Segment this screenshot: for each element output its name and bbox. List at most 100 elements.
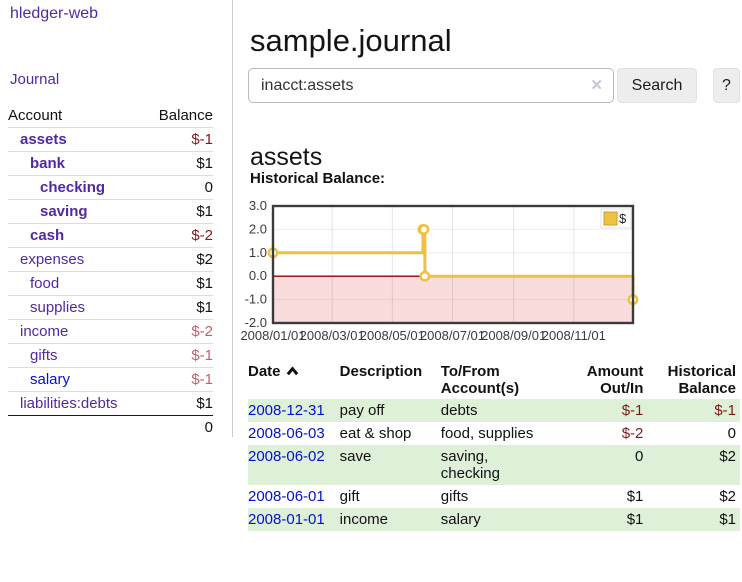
register-header-balance: Historical Balance [667, 363, 736, 397]
register-table: Date Description To/From Account(s) Amou… [248, 361, 740, 531]
transaction-accounts: saving, checking [440, 448, 500, 482]
transaction-accounts: food, supplies [440, 425, 534, 442]
historical-balance-chart: $3.0 2.0 1.0 0.0 -1.0 -2.0 2008/01/01 2008/03/0… [240, 198, 640, 346]
transaction-description: pay off [339, 402, 385, 419]
transaction-date-link[interactable]: 2008-06-02 [248, 448, 325, 465]
account-row: assets $-1 [8, 127, 213, 152]
account-row: bank $1 [8, 151, 213, 176]
accounts-header-account: Account [8, 107, 63, 124]
account-balance: $-2 [145, 223, 213, 248]
search-input[interactable] [248, 68, 614, 103]
account-balance: $-1 [145, 343, 213, 368]
svg-text:3.0: 3.0 [249, 198, 267, 213]
svg-text:0.0: 0.0 [249, 268, 267, 283]
transaction-balance: $2 [719, 448, 736, 465]
account-link-cash[interactable]: cash [30, 227, 65, 244]
account-link-bank[interactable]: bank [30, 155, 66, 172]
svg-text:2008/09/01: 2008/09/01 [481, 328, 546, 343]
accounts-total-value: 0 [145, 415, 213, 439]
accounts-total-row: 0 [8, 415, 213, 439]
transaction-balance: $-1 [714, 402, 736, 419]
account-row: saving $1 [8, 199, 213, 224]
transaction-date-link[interactable]: 2008-12-31 [248, 402, 325, 419]
account-row: food $1 [8, 271, 213, 296]
account-link-food[interactable]: food [30, 275, 60, 292]
transaction-amount: $1 [626, 511, 644, 528]
svg-text:2.0: 2.0 [249, 221, 267, 236]
account-link-salary[interactable]: salary [30, 371, 71, 388]
search-form: ✕ Search ? [248, 68, 740, 103]
transaction-row: 2008-01-01 income salary $1 $1 [248, 508, 740, 531]
sidebar: hledger-web Journal Account Balance asse… [0, 0, 233, 439]
account-balance: $1 [145, 151, 213, 176]
account-balance: $-1 [145, 127, 213, 152]
help-button[interactable]: ? [713, 68, 740, 103]
account-balance: $-2 [145, 319, 213, 344]
account-link-income[interactable]: income [20, 323, 69, 340]
account-link-expenses[interactable]: expenses [20, 251, 85, 268]
transaction-balance: $2 [719, 488, 736, 505]
transaction-date-link[interactable]: 2008-06-03 [248, 425, 325, 442]
account-row: liabilities:debts $1 [8, 391, 213, 416]
svg-text:2008/07/01: 2008/07/01 [420, 328, 485, 343]
transaction-description: gift [339, 488, 360, 505]
transaction-accounts: gifts [440, 488, 469, 505]
account-balance: $1 [145, 271, 213, 296]
transaction-amount: $-2 [621, 425, 644, 442]
account-row: checking 0 [8, 175, 213, 200]
sort-ascending-icon [286, 363, 299, 380]
page-title: sample.journal [250, 22, 452, 58]
svg-text:-1.0: -1.0 [245, 292, 267, 307]
svg-text:-2.0: -2.0 [245, 315, 267, 330]
app-brand-link[interactable]: hledger-web [10, 5, 99, 22]
chart-title: Historical Balance: [250, 170, 386, 187]
svg-text:2008/11/01: 2008/11/01 [542, 328, 606, 343]
transaction-accounts: salary [440, 511, 481, 528]
accounts-table-header: Account Balance [8, 104, 213, 128]
sidebar-item-journal[interactable]: Journal [10, 71, 60, 88]
transaction-row: 2008-06-03 eat & shop food, supplies $-2… [248, 422, 740, 445]
transaction-date-link[interactable]: 2008-01-01 [248, 511, 325, 528]
register-account-heading: assets [250, 142, 323, 171]
account-balance: $1 [145, 295, 213, 320]
account-link-checking[interactable]: checking [40, 179, 106, 196]
account-row: cash $-2 [8, 223, 213, 248]
transaction-amount: $-1 [621, 402, 644, 419]
account-link-gifts[interactable]: gifts [30, 347, 58, 364]
transaction-row: 2008-12-31 pay off debts $-1 $-1 [248, 399, 740, 422]
accounts-table: Account Balance assets $-1 bank $1 check… [8, 104, 213, 439]
account-row: income $-2 [8, 319, 213, 344]
transaction-accounts: debts [440, 402, 478, 419]
account-balance: $1 [145, 391, 213, 416]
svg-text:2008/03/01: 2008/03/01 [300, 328, 365, 343]
transaction-date-link[interactable]: 2008-06-01 [248, 488, 325, 505]
transaction-row: 2008-06-02 save saving, checking 0 $2 [248, 445, 740, 485]
account-balance: $1 [145, 199, 213, 224]
transaction-description: income [339, 511, 389, 528]
transaction-description: eat & shop [339, 425, 412, 442]
transaction-balance: 0 [727, 425, 736, 442]
transaction-amount: $1 [626, 488, 644, 505]
register-header-accounts: To/From Account(s) [440, 363, 520, 397]
accounts-header-balance: Balance [158, 107, 213, 124]
account-link-liabilities-debts[interactable]: liabilities:debts [20, 395, 118, 412]
account-row: supplies $1 [8, 295, 213, 320]
account-link-assets[interactable]: assets [20, 131, 67, 148]
transaction-description: save [339, 448, 372, 465]
account-link-supplies[interactable]: supplies [30, 299, 86, 316]
transaction-amount: 0 [635, 448, 644, 465]
register-header-amount: Amount Out/In [586, 363, 644, 397]
account-link-saving[interactable]: saving [40, 203, 88, 220]
clear-search-icon[interactable]: ✕ [590, 77, 603, 94]
register-header-description: Description [339, 363, 423, 380]
account-balance: 0 [145, 175, 213, 200]
search-button[interactable]: Search [617, 68, 697, 103]
svg-text:$: $ [619, 211, 627, 226]
svg-text:2008/01/01: 2008/01/01 [240, 328, 305, 343]
account-row: expenses $2 [8, 247, 213, 272]
transaction-balance: $1 [719, 511, 736, 528]
chart-canvas: $3.0 2.0 1.0 0.0 -1.0 -2.02008/01/012008/03/0… [240, 198, 639, 343]
register-table-header: Date Description To/From Account(s) Amou… [248, 361, 740, 399]
svg-text:1.0: 1.0 [249, 245, 267, 260]
register-header-date[interactable]: Date [248, 361, 340, 399]
